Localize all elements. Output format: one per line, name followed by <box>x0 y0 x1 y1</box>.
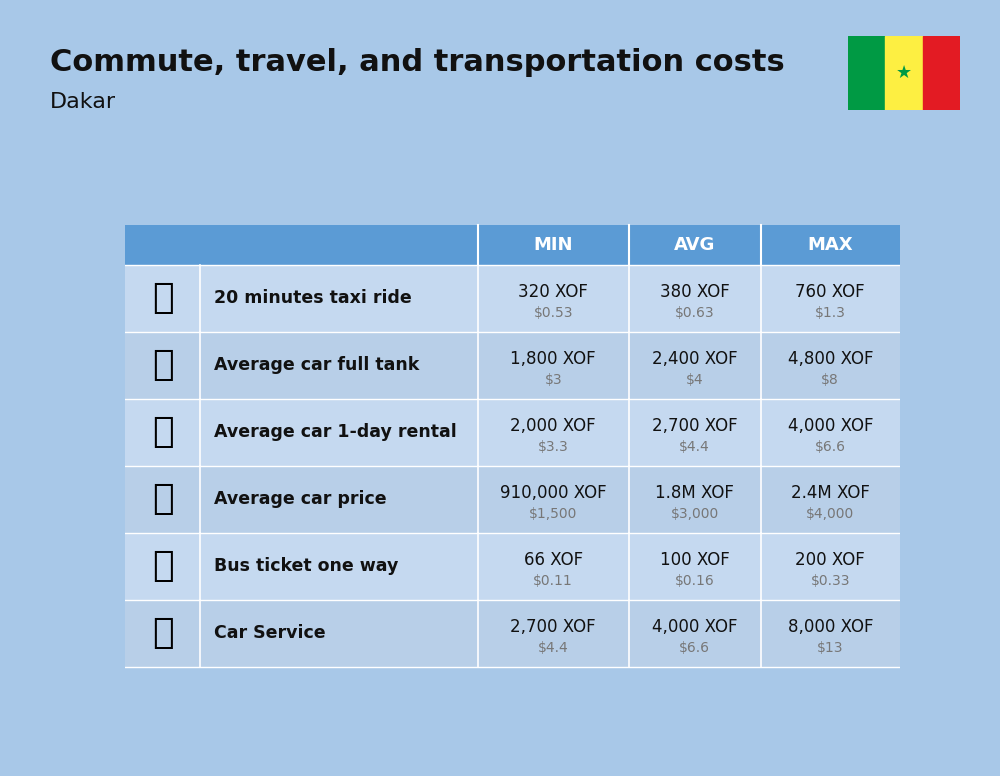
Text: $4.4: $4.4 <box>679 440 710 454</box>
Text: 8,000 XOF: 8,000 XOF <box>788 618 873 636</box>
Bar <box>885 36 923 110</box>
FancyBboxPatch shape <box>629 225 761 265</box>
Text: 4,800 XOF: 4,800 XOF <box>788 350 873 368</box>
FancyBboxPatch shape <box>478 225 629 265</box>
Text: $1.3: $1.3 <box>815 306 846 320</box>
Text: ⛽: ⛽ <box>152 348 173 383</box>
Bar <box>923 36 960 110</box>
Text: 2,700 XOF: 2,700 XOF <box>652 417 737 435</box>
Text: Average car 1-day rental: Average car 1-day rental <box>214 423 457 442</box>
Text: 🛠: 🛠 <box>152 616 173 650</box>
Text: 🚗: 🚗 <box>152 483 173 516</box>
Text: 1.8M XOF: 1.8M XOF <box>655 483 734 501</box>
Text: $0.33: $0.33 <box>810 574 850 588</box>
Text: 2.4M XOF: 2.4M XOF <box>791 483 870 501</box>
FancyBboxPatch shape <box>125 225 478 265</box>
FancyBboxPatch shape <box>125 600 900 667</box>
Text: 20 minutes taxi ride: 20 minutes taxi ride <box>214 289 412 307</box>
Text: $6.6: $6.6 <box>679 641 710 655</box>
Text: AVG: AVG <box>674 236 715 254</box>
Text: $8: $8 <box>821 373 839 387</box>
Text: $3.3: $3.3 <box>538 440 569 454</box>
Text: $3,000: $3,000 <box>670 507 719 521</box>
FancyBboxPatch shape <box>761 225 900 265</box>
Text: ★: ★ <box>896 64 912 82</box>
Text: $4.4: $4.4 <box>538 641 569 655</box>
Text: $0.63: $0.63 <box>675 306 714 320</box>
Text: 2,400 XOF: 2,400 XOF <box>652 350 737 368</box>
Text: Average car price: Average car price <box>214 490 387 508</box>
FancyBboxPatch shape <box>125 399 900 466</box>
Text: 4,000 XOF: 4,000 XOF <box>788 417 873 435</box>
Text: 🚌: 🚌 <box>152 549 173 584</box>
Text: 🚙: 🚙 <box>152 415 173 449</box>
Text: 320 XOF: 320 XOF <box>518 282 588 300</box>
Text: $0.11: $0.11 <box>533 574 573 588</box>
Text: 200 XOF: 200 XOF <box>795 551 865 569</box>
Text: MIN: MIN <box>533 236 573 254</box>
Text: Dakar: Dakar <box>50 92 116 112</box>
Text: Bus ticket one way: Bus ticket one way <box>214 557 398 575</box>
Text: 🚕: 🚕 <box>152 282 173 315</box>
Text: 760 XOF: 760 XOF <box>795 282 865 300</box>
Text: 910,000 XOF: 910,000 XOF <box>500 483 606 501</box>
Text: 2,000 XOF: 2,000 XOF <box>510 417 596 435</box>
Text: $3: $3 <box>544 373 562 387</box>
Text: $4,000: $4,000 <box>806 507 854 521</box>
Text: $0.16: $0.16 <box>675 574 714 588</box>
FancyBboxPatch shape <box>125 533 900 600</box>
Text: $6.6: $6.6 <box>815 440 846 454</box>
Text: MAX: MAX <box>807 236 853 254</box>
FancyBboxPatch shape <box>125 466 900 533</box>
FancyBboxPatch shape <box>125 332 900 399</box>
Text: 4,000 XOF: 4,000 XOF <box>652 618 737 636</box>
Text: $0.53: $0.53 <box>533 306 573 320</box>
Text: $1,500: $1,500 <box>529 507 577 521</box>
Text: 1,800 XOF: 1,800 XOF <box>510 350 596 368</box>
Text: Commute, travel, and transportation costs: Commute, travel, and transportation cost… <box>50 48 785 77</box>
Text: Average car full tank: Average car full tank <box>214 356 419 374</box>
Bar <box>848 36 885 110</box>
FancyBboxPatch shape <box>125 265 900 332</box>
Text: $4: $4 <box>686 373 703 387</box>
Text: Car Service: Car Service <box>214 624 326 643</box>
Text: 2,700 XOF: 2,700 XOF <box>510 618 596 636</box>
Text: 100 XOF: 100 XOF <box>660 551 730 569</box>
Text: $13: $13 <box>817 641 844 655</box>
Text: 66 XOF: 66 XOF <box>524 551 583 569</box>
Text: 380 XOF: 380 XOF <box>660 282 730 300</box>
